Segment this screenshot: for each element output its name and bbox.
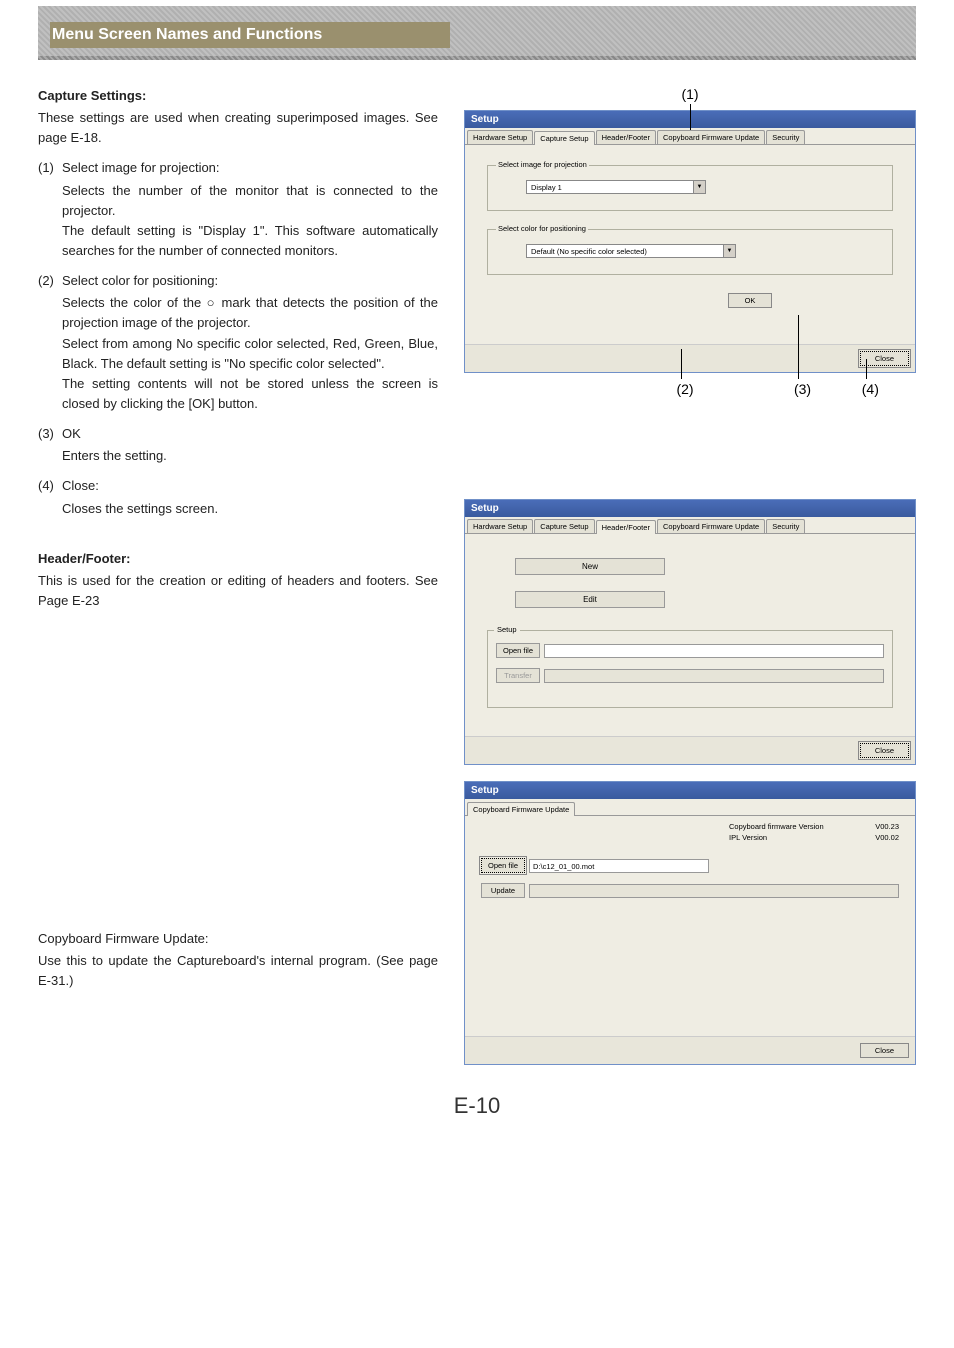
- header-footer-title: Header/Footer:: [38, 549, 438, 569]
- tab-capture[interactable]: Capture Setup: [534, 131, 594, 145]
- dialog-title: Setup: [465, 782, 915, 799]
- item-3-body: Enters the setting.: [62, 446, 438, 466]
- tab-firmware[interactable]: Copyboard Firmware Update: [467, 802, 575, 816]
- callout-2: (2): [676, 381, 693, 397]
- tab-security[interactable]: Security: [766, 519, 805, 533]
- capture-settings-title: Capture Settings:: [38, 86, 438, 106]
- dialog1-wrapper: (1) Setup Hardware Setup Capture Setup H…: [464, 86, 916, 373]
- header-underline: [38, 56, 916, 60]
- right-column: (1) Setup Hardware Setup Capture Setup H…: [464, 86, 916, 1081]
- fieldset-projection: Select image for projection Display 1 ▼: [487, 165, 893, 211]
- dialog-title: Setup: [465, 500, 915, 517]
- projection-dropdown[interactable]: Display 1 ▼: [526, 180, 706, 194]
- close-button[interactable]: Close: [860, 743, 909, 758]
- open-file-field[interactable]: [544, 644, 884, 658]
- setup-dialog-headerfooter: Setup Hardware Setup Capture Setup Heade…: [464, 499, 916, 765]
- color-dropdown[interactable]: Default (No specific color selected) ▼: [526, 244, 736, 258]
- close-button[interactable]: Close: [860, 1043, 909, 1058]
- page-header-band: Menu Screen Names and Functions: [38, 6, 916, 56]
- firmware-body: Use this to update the Captureboard's in…: [38, 951, 438, 991]
- setup-dialog-firmware: Setup Copyboard Firmware Update Copyboar…: [464, 781, 916, 1065]
- tabs: Hardware Setup Capture Setup Header/Foot…: [465, 517, 915, 534]
- tab-hardware[interactable]: Hardware Setup: [467, 130, 533, 144]
- transfer-button[interactable]: Transfer: [496, 668, 540, 683]
- item-2-body: Selects the color of the ○ mark that det…: [62, 293, 438, 414]
- item-3: (3) OK: [38, 424, 438, 444]
- setup-fieldset: Setup Open file Transfer: [487, 630, 893, 708]
- item-4: (4) Close:: [38, 476, 438, 496]
- file-path-field[interactable]: D:\c12_01_00.mot: [529, 859, 709, 873]
- ok-button[interactable]: OK: [728, 293, 772, 308]
- page-title: Menu Screen Names and Functions: [50, 22, 450, 48]
- fieldset-color: Select color for positioning Default (No…: [487, 229, 893, 275]
- setup-dialog-capture: Setup Hardware Setup Capture Setup Heade…: [464, 110, 916, 373]
- item-1-body: Selects the number of the monitor that i…: [62, 181, 438, 262]
- tabs: Hardware Setup Capture Setup Header/Foot…: [465, 128, 915, 145]
- tab-capture[interactable]: Capture Setup: [534, 519, 594, 533]
- transfer-field: [544, 669, 884, 683]
- tab-headerfooter[interactable]: Header/Footer: [596, 520, 656, 534]
- tab-firmware[interactable]: Copyboard Firmware Update: [657, 130, 765, 144]
- left-column: Capture Settings: These settings are use…: [38, 86, 438, 1081]
- tab-headerfooter[interactable]: Header/Footer: [596, 130, 656, 144]
- item-4-body: Closes the settings screen.: [62, 499, 438, 519]
- callout-1: (1): [681, 86, 698, 102]
- firmware-title: Copyboard Firmware Update:: [38, 929, 438, 949]
- tab-hardware[interactable]: Hardware Setup: [467, 519, 533, 533]
- header-footer-body: This is used for the creation or editing…: [38, 571, 438, 611]
- tabs: Copyboard Firmware Update: [465, 799, 915, 816]
- item-1: (1) Select image for projection:: [38, 158, 438, 178]
- tab-firmware[interactable]: Copyboard Firmware Update: [657, 519, 765, 533]
- edit-button[interactable]: Edit: [515, 591, 665, 608]
- version-block: Copyboard firmware VersionV00.23 IPL Ver…: [729, 822, 899, 843]
- update-field: [529, 884, 899, 898]
- page-number: E-10: [38, 1093, 916, 1119]
- chevron-down-icon: ▼: [693, 181, 705, 193]
- chevron-down-icon: ▼: [723, 245, 735, 257]
- callout-4: (4): [862, 381, 879, 397]
- update-button[interactable]: Update: [481, 883, 525, 898]
- open-file-button[interactable]: Open file: [496, 643, 540, 658]
- new-button[interactable]: New: [515, 558, 665, 575]
- item-2: (2) Select color for positioning:: [38, 271, 438, 291]
- capture-intro: These settings are used when creating su…: [38, 108, 438, 148]
- tab-security[interactable]: Security: [766, 130, 805, 144]
- callout-3: (3): [794, 381, 811, 397]
- open-file-button[interactable]: Open file: [481, 858, 525, 873]
